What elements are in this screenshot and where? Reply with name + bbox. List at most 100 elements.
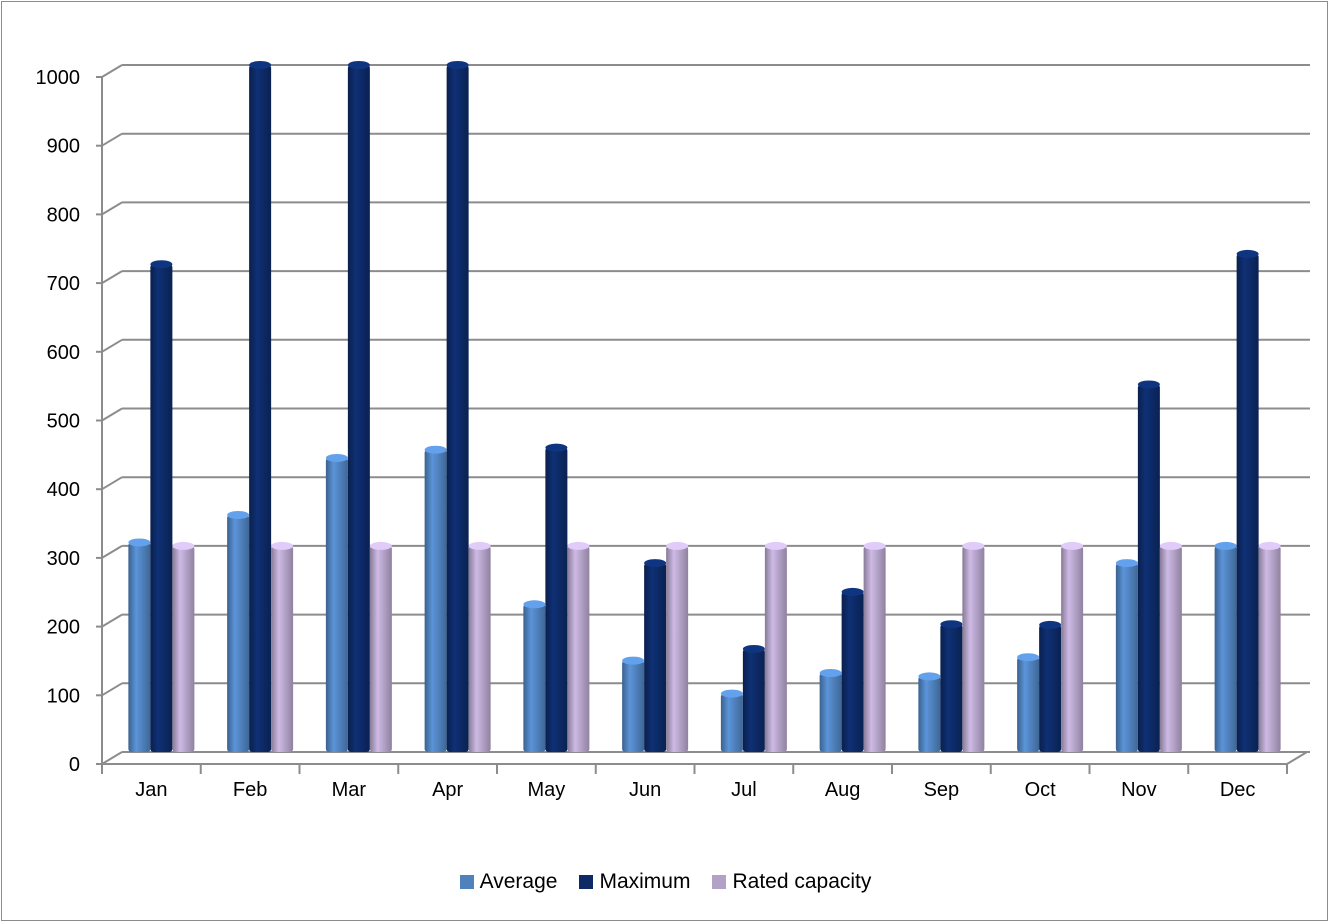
bar-average	[227, 514, 250, 752]
bar-cap	[1214, 541, 1237, 550]
bar-cap	[523, 600, 546, 609]
bar-cap	[567, 541, 590, 550]
bar-cap	[369, 541, 392, 550]
y-tick-label: 0	[69, 754, 80, 776]
gridline-depth	[101, 270, 123, 284]
bar-rated-capacity	[764, 545, 787, 752]
legend-swatch	[579, 875, 594, 889]
bar-rated-capacity	[172, 545, 195, 752]
bar-maximum	[841, 591, 864, 752]
bar-cap	[918, 672, 941, 681]
bar-cap	[468, 541, 491, 550]
legend-item-maximum: Maximum	[579, 870, 690, 894]
bar-average	[424, 449, 447, 752]
gridlines	[101, 64, 1310, 765]
bar-cap	[424, 445, 447, 454]
bar-rated-capacity	[567, 545, 590, 752]
bar-cap	[863, 541, 886, 550]
gridline-depth	[101, 407, 123, 422]
bar-maximum	[347, 65, 370, 752]
y-tick-label: 1000	[36, 67, 81, 89]
gridline-depth	[101, 201, 123, 216]
bar-cap	[819, 668, 842, 677]
bar-cap	[150, 260, 173, 269]
bar-maximum	[545, 447, 568, 752]
legend-swatch	[712, 875, 727, 889]
x-tick-label: Apr	[432, 779, 463, 801]
bar-cap	[227, 510, 250, 519]
bar-cap	[347, 61, 370, 69]
bar-rated-capacity	[271, 545, 294, 752]
bar-average	[1115, 563, 1138, 752]
bar-cap	[644, 559, 667, 568]
bar-maximum	[1137, 384, 1160, 752]
x-tick-label: Jul	[731, 779, 757, 801]
bar-rated-capacity	[468, 545, 491, 752]
tick-labels: 0 100 200 300 400 500 600 700 800 900 1000 Jan Feb Ma…	[36, 67, 1256, 801]
bar-maximum	[249, 65, 272, 752]
bar-maximum	[150, 264, 173, 752]
bar-cap	[128, 538, 151, 547]
x-axis-depth	[1286, 751, 1308, 765]
bar-average	[325, 457, 348, 752]
bars	[128, 61, 1281, 753]
bar-cap	[1236, 249, 1259, 258]
bar-cap	[1137, 380, 1160, 389]
gridline-depth	[101, 476, 123, 491]
legend-item-average: Average	[459, 870, 558, 894]
x-tick-label: Oct	[1025, 779, 1057, 801]
legend-label: Average	[479, 870, 558, 893]
axes	[96, 76, 1308, 774]
bar-cap	[271, 541, 294, 550]
bar-cap	[446, 61, 469, 69]
y-tick-label: 100	[47, 685, 80, 707]
bar-rated-capacity	[1258, 545, 1281, 752]
gridline-depth	[101, 338, 123, 353]
bar-maximum	[1236, 253, 1259, 753]
bar-cap	[545, 443, 568, 452]
bar-maximum	[940, 624, 963, 752]
bar-cap	[1159, 541, 1182, 550]
y-tick-label: 300	[47, 548, 80, 570]
bar-cap	[172, 541, 195, 550]
y-tick-label: 600	[47, 342, 80, 364]
y-tick-label: 200	[47, 617, 80, 639]
gridline-depth	[101, 64, 123, 78]
gridline-depth	[101, 132, 123, 147]
legend: Average Maximum Rated capacity	[0, 870, 1331, 894]
bar-average	[819, 672, 842, 752]
bar-cap	[962, 541, 985, 550]
gridline-depth	[101, 751, 123, 765]
legend-label: Rated capacity	[732, 870, 872, 893]
bar-average	[523, 604, 546, 752]
bar-average	[128, 542, 151, 752]
x-tick-label: Feb	[233, 779, 267, 801]
y-tick-label: 400	[47, 479, 80, 501]
bar-average	[1214, 545, 1237, 752]
bar-cap	[1115, 559, 1138, 568]
bar-cap	[940, 620, 963, 629]
bar-cap	[249, 61, 272, 69]
bar-cap	[1061, 541, 1084, 550]
bar-cap	[1258, 541, 1281, 550]
y-tick-label: 700	[47, 273, 80, 295]
bar-average	[918, 676, 941, 752]
bar-cap	[622, 656, 645, 665]
bar-cap	[1039, 620, 1062, 629]
gridline-depth	[101, 682, 123, 697]
bar-rated-capacity	[1159, 545, 1182, 752]
bar-maximum	[644, 563, 667, 752]
bar-cap	[720, 689, 743, 698]
x-tick-label: Jun	[629, 779, 661, 801]
bar-rated-capacity	[666, 545, 689, 752]
bar-chart: 0 100 200 300 400 500 600 700 800 900 1000 Jan Feb Ma…	[36, 61, 1310, 801]
bar-rated-capacity	[863, 545, 886, 752]
bar-average	[720, 693, 743, 752]
bar-maximum	[446, 65, 469, 752]
x-tick-label: Dec	[1220, 779, 1256, 801]
legend-item-rated-capacity: Rated capacity	[712, 870, 871, 894]
bar-average	[622, 660, 645, 752]
x-tick-label: Sep	[924, 779, 960, 801]
x-tick-label: Nov	[1121, 779, 1157, 801]
